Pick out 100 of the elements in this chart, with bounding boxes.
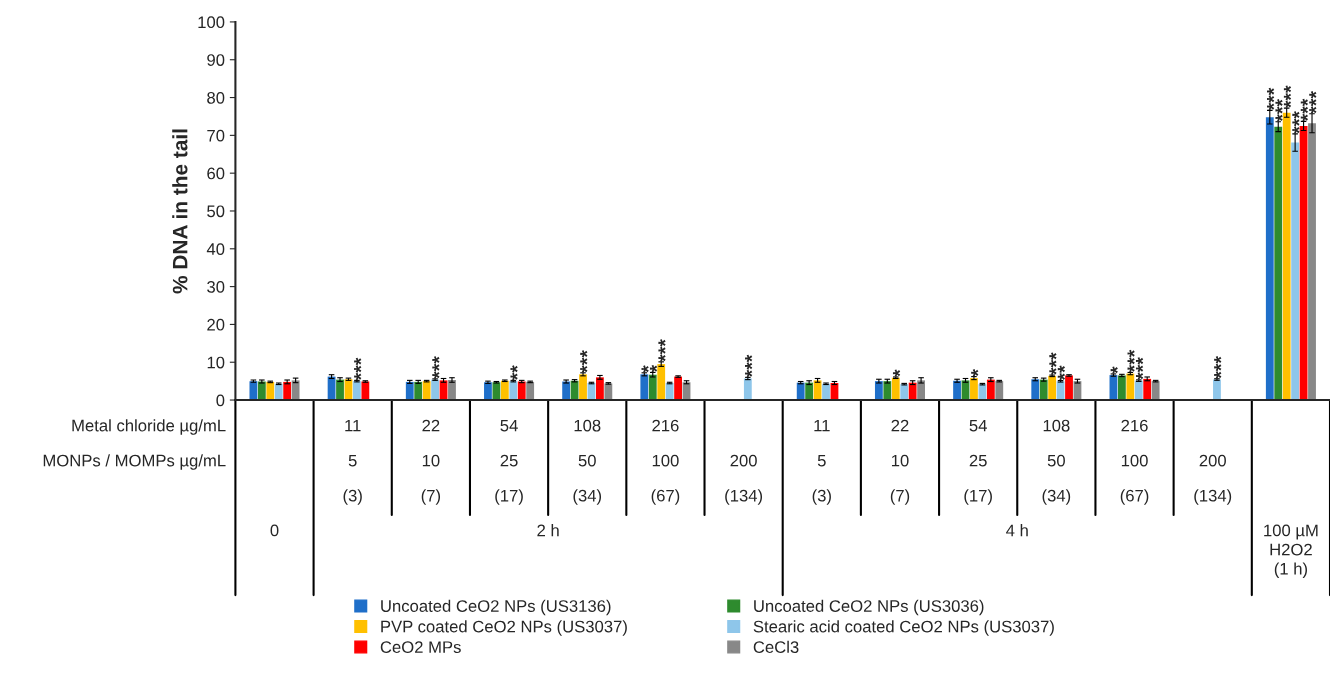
bar (805, 382, 814, 401)
bar (1274, 126, 1283, 401)
legend-label: PVP coated CeO2 NPs (US3037) (381, 620, 627, 636)
legend-label: CeO2 MPs (380, 641, 461, 654)
y-tick-label: 60 (207, 167, 225, 180)
category-label: 200 (134) (1194, 454, 1232, 505)
bar (978, 384, 987, 401)
bar (336, 379, 344, 401)
y-tick-label: 50 (207, 205, 225, 218)
annotation: *** (1283, 85, 1292, 109)
bar (492, 382, 501, 401)
bar (1308, 123, 1316, 401)
legend-label: CeCl3 (753, 640, 799, 654)
bar (995, 381, 1004, 401)
annotation: *** (432, 356, 440, 379)
bar (274, 383, 283, 401)
bar (405, 381, 414, 401)
legend-label: Uncoated CeO2 NPs (US3036) (754, 599, 984, 616)
bar (900, 384, 909, 401)
bar (665, 383, 674, 401)
bar (361, 381, 370, 401)
bar (1126, 373, 1135, 401)
bar (249, 381, 258, 401)
annotation: * (1110, 366, 1118, 374)
bar (674, 376, 682, 401)
bar (1117, 375, 1126, 401)
y-tick-label: 100 (198, 16, 225, 29)
bar (1299, 125, 1308, 401)
legend-label: Uncoated CeO2 NPs (US3136) (381, 599, 611, 616)
annotation: * (649, 364, 658, 373)
bar (353, 381, 361, 401)
annotation: * (892, 369, 901, 377)
annotation: *** (658, 339, 666, 362)
bar (422, 381, 431, 401)
annotation: *** (1309, 91, 1317, 114)
bar (1134, 380, 1143, 401)
bar (526, 381, 535, 401)
annotation: *** (1267, 87, 1275, 111)
category-label: 108 50 (34) (1042, 419, 1071, 505)
bar (1065, 375, 1073, 401)
annotation: *** (1214, 356, 1222, 379)
category-label: 216 100 (67) (1120, 419, 1149, 505)
bar (1048, 375, 1057, 401)
text: 0 (270, 524, 279, 537)
bar (509, 381, 518, 401)
bar (648, 374, 657, 401)
bar (883, 381, 892, 401)
bar (1143, 378, 1152, 401)
text: Metal chloride µg/mL (72, 419, 226, 435)
bar (1282, 112, 1291, 401)
category-label: 54 25 (17) (495, 419, 523, 505)
annotation: *** (1275, 99, 1283, 122)
annotation: *** (1135, 357, 1144, 380)
category-label: 11 5 (3) (812, 419, 831, 505)
bar (484, 382, 492, 401)
bar (291, 380, 300, 401)
text: 2 h (537, 524, 559, 537)
text: MONPs / MOMPs µg/mL (43, 454, 226, 470)
bar (1265, 117, 1274, 401)
bar (743, 378, 752, 401)
bar (822, 383, 830, 401)
y-tick-label: 20 (207, 318, 225, 331)
y-axis-title: % DNA in the tail (172, 129, 188, 294)
category-label: 54 25 (17) (964, 419, 992, 505)
category-label: 200 (134) (725, 454, 763, 505)
bar (657, 364, 666, 401)
bar (970, 378, 978, 401)
legend-label: Stearic acid coated CeO2 NPs (US3037) (753, 620, 1054, 636)
bar (604, 383, 613, 401)
annotation: *** (1300, 98, 1309, 122)
y-tick-label: 0 (216, 394, 225, 407)
annotation: * (641, 365, 649, 373)
category-label: 108 50 (34) (573, 419, 602, 505)
bar (796, 382, 805, 401)
bar (908, 382, 917, 401)
text: 4 h (1006, 524, 1028, 537)
annotation: *** (1127, 349, 1135, 373)
y-tick-label: 80 (207, 91, 225, 104)
annotation: * (971, 369, 979, 377)
bar (1213, 379, 1221, 401)
category-label: 216 100 (67) (651, 419, 680, 505)
annotation: *** (354, 357, 362, 381)
bar (953, 380, 961, 401)
bar (414, 381, 423, 401)
annotation: ** (510, 365, 518, 381)
bar (640, 374, 649, 401)
bar (874, 381, 883, 401)
bar (257, 381, 266, 401)
annotation: ** (1057, 365, 1066, 381)
category-label: 22 10 (7) (421, 419, 441, 505)
bar (431, 379, 439, 401)
bar (500, 380, 509, 401)
category-label: 11 5 (3) (343, 419, 362, 505)
y-tick-label: 30 (207, 281, 225, 293)
annotation: *** (580, 350, 588, 373)
bar (1039, 379, 1048, 401)
y-tick-label: 90 (207, 54, 225, 66)
annotation: *** (1049, 352, 1057, 376)
bar (579, 374, 587, 401)
bar (283, 381, 292, 401)
